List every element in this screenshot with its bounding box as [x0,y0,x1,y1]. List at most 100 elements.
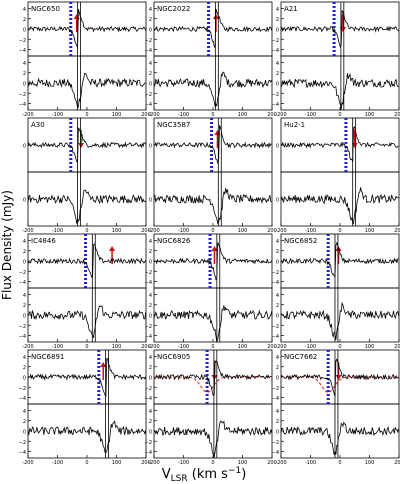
y-tick-label-IC4846: 2 [23,303,26,309]
y-tick-label-NGC7662: 2 [276,365,279,371]
panel-frame-NGC650-lower [27,55,147,111]
x-tick-label-NGC7662: 0 [338,460,341,466]
x-tick-label-Hu2-1: 100 [365,228,375,234]
arrow-NGC6891 [100,362,107,380]
x-tick-label-NGC6891: 100 [112,460,122,466]
y-tick-label-NGC6905: −4 [145,396,152,402]
x-tick-label-NGC6852: 0 [338,344,341,350]
y-tick-label-NGC6852: 4 [276,239,279,245]
spectrum-line-NGC6905-lower [153,420,273,458]
spectrum-line-NGC7662-upper [280,358,399,397]
spectrum-line-NGC3587-upper [153,125,272,165]
y-tick-label-A21: −2 [272,92,279,98]
y-tick-label-A21: −4 [272,48,279,54]
y-tick-label-IC4846: 2 [23,249,26,255]
y-tick-label-NGC6852: 0 [276,260,279,266]
y-tick-label-NGC6826: 2 [149,303,152,309]
arrow-A30 [78,130,85,148]
spectrum-line-NGC6826-lower [153,305,273,344]
spectrum-line-NGC2022-upper [153,8,273,50]
spectrum-line-Hu2-1-lower [280,187,399,225]
y-tick-label-IC4846: −2 [19,324,26,330]
panel-title-NGC6852: NGC6852 [284,237,317,245]
y-tick-label-A30: 0 [23,144,26,150]
y-axis-label: Flux Density (mJy) [0,190,14,300]
x-tick-label-NGC3587: 200 [267,228,277,234]
panel-title-NGC6905: NGC6905 [157,353,190,361]
x-tick-label-NGC6891: -100 [52,460,63,466]
spectrum-line-NGC650-lower [27,72,146,109]
y-tick-label-NGC6852: 0 [276,314,279,320]
y-tick-label-NGC6826: −2 [145,270,152,276]
arrow-NGC6826 [211,246,218,264]
x-tick-label-A30: -200 [22,228,33,234]
y-tick-label-A21: 4 [276,61,279,67]
x-tick-label-NGC6826: 200 [267,344,277,350]
y-tick-label-NGC6891: 0 [23,430,26,436]
y-tick-label-NGC6852: −4 [272,280,279,286]
y-tick-label-NGC2022: −4 [145,102,152,108]
spectrum-line-A30-upper [27,127,147,163]
x-axis-label-exp: −1 [228,466,241,476]
y-tick-label-NGC650: 0 [23,28,26,34]
x-axis-label-main: V [162,467,171,482]
y-tick-label-NGC6905: 4 [149,409,152,415]
x-tick-label-NGC7662: -200 [275,460,286,466]
x-tick-label-A21: -200 [275,112,286,118]
y-tick-label-NGC6852: −4 [272,334,279,340]
x-tick-label-A30: 200 [141,228,151,234]
spectrum-line-NGC6826-upper [153,242,273,281]
y-tick-label-NGC6891: 4 [23,355,26,361]
x-axis-label: VLSR (km s−1) [162,466,247,484]
y-tick-label-NGC7662: −4 [272,396,279,402]
panel-frame-A21-upper [280,1,400,57]
x-tick-label-NGC7662: 100 [365,460,375,466]
x-tick-label-NGC650: -100 [52,112,63,118]
y-tick-label-NGC650: −4 [19,102,26,108]
y-tick-label-NGC650: 4 [23,61,26,67]
x-tick-label-NGC6852: 200 [394,344,400,350]
x-tick-label-NGC6905: 0 [211,460,214,466]
panel-NGC6852: −4 −2 0 2 4 −4 −2 0 2 4 -200 -100 0 100 200 NGC6852 [272,233,400,350]
y-tick-label-NGC6826: 0 [149,314,152,320]
spectrum-line-NGC6852-upper [280,241,399,278]
panel-title-A30: A30 [31,121,45,129]
x-tick-label-NGC3587: 0 [211,228,214,234]
panel-Hu2-1: 0 0 -200 -100 0 100 200 Hu2-1 [275,117,400,234]
y-tick-label-NGC6891: −4 [19,396,26,402]
y-tick-label-A30: 0 [23,198,26,204]
x-tick-label-Hu2-1: 0 [338,228,341,234]
y-tick-label-NGC2022: −2 [145,92,152,98]
panel-NGC3587: 0 0 -200 -100 0 100 200 NGC3587 [148,117,277,234]
y-tick-label-A21: 2 [276,71,279,77]
x-tick-label-NGC650: -200 [22,112,33,118]
y-tick-label-IC4846: 0 [23,314,26,320]
x-tick-label-Hu2-1: 200 [394,228,400,234]
x-tick-label-NGC6891: 0 [85,460,88,466]
x-tick-label-NGC6891: 200 [141,460,151,466]
y-tick-label-NGC6905: 4 [149,355,152,361]
x-tick-label-NGC6905: -200 [148,460,159,466]
x-tick-label-IC4846: -100 [52,344,63,350]
y-tick-label-NGC6891: −2 [19,386,26,392]
y-tick-label-NGC6852: 2 [276,303,279,309]
y-tick-label-NGC6905: 0 [149,376,152,382]
y-tick-label-NGC6905: −4 [145,450,152,456]
x-tick-label-NGC6826: -100 [178,344,189,350]
panel-title-Hu2-1: Hu2-1 [284,121,305,129]
y-tick-label-NGC6905: 0 [149,430,152,436]
y-tick-label-NGC6891: 0 [23,376,26,382]
y-tick-label-NGC650: 2 [23,71,26,77]
y-tick-label-NGC650: 0 [23,82,26,88]
x-tick-label-IC4846: 100 [112,344,122,350]
y-tick-label-IC4846: −4 [19,280,26,286]
x-tick-label-A21: -100 [305,112,316,118]
arrow-NGC650 [73,14,80,32]
x-tick-label-A30: 100 [112,228,122,234]
y-tick-label-NGC6891: −4 [19,450,26,456]
y-tick-label-NGC7662: 0 [276,430,279,436]
